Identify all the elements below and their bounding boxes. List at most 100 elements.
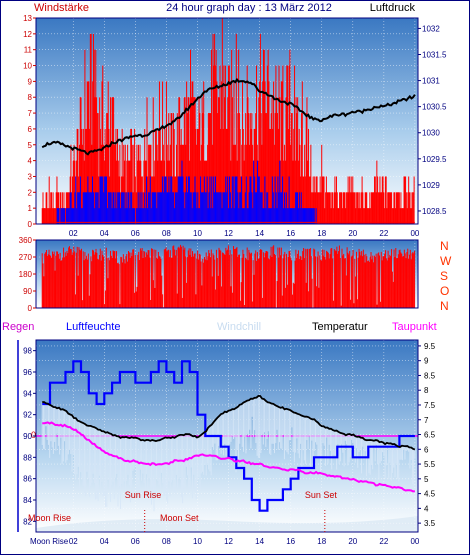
direction-letter: W <box>440 254 452 268</box>
moon-rise-label: Moon Rise <box>28 513 71 523</box>
moon-set-label: Moon Set <box>160 513 199 523</box>
y-right-tick-label: 6 <box>424 445 429 454</box>
y-right-tick-label: 4.5 <box>424 490 436 499</box>
humidity-line <box>42 360 415 512</box>
y-right-tick-label: 7 <box>424 416 429 425</box>
y-tick-label: 1 <box>28 204 33 213</box>
x-tick-label: 10 <box>193 537 202 546</box>
x-tick-label: 08 <box>162 229 171 238</box>
y-right-tick-label: 1032 <box>422 24 440 33</box>
y-tick-label: 10 <box>23 62 32 71</box>
y-right-tick-label: 1030 <box>422 129 440 138</box>
y-tick-label: 98 <box>23 347 32 356</box>
y-right-tick-label: 1029.5 <box>422 155 447 164</box>
y-right-tick-label: 1028.5 <box>422 207 447 216</box>
y-tick-label: 0 <box>28 304 33 313</box>
x-tick-label: 18 <box>317 537 326 546</box>
x-tick-label: 10 <box>193 229 202 238</box>
y-tick-label: 96 <box>23 368 32 377</box>
y-tick-label: 90 <box>23 287 32 296</box>
panel2-marks <box>41 244 416 308</box>
y-tick-label: 8 <box>28 93 33 102</box>
y-right-tick-label: 9 <box>424 357 429 366</box>
y-tick-label: 86 <box>23 475 32 484</box>
x-tick-label: 04 <box>100 537 109 546</box>
x-tick-label: 20 <box>348 537 357 546</box>
sun-markers: Sun Rise Sun Set <box>125 490 338 532</box>
y-tick-label: 12 <box>23 30 32 39</box>
direction-letter: N <box>440 239 449 253</box>
y-tick-label: 3 <box>28 172 33 181</box>
panel1-y-right-ticks: 1028.5 1029 1029.5 1030 1030.5 1031 1031.5 1032 <box>418 24 447 216</box>
x-tick-label: 20 <box>348 229 357 238</box>
x-tick-label: 00 <box>410 537 419 546</box>
y-tick-label: 94 <box>23 389 32 398</box>
moon-curve <box>36 516 418 532</box>
y-tick-label: 360 <box>19 236 33 245</box>
x-tick-label: 22 <box>379 229 388 238</box>
legend-luftfeuchte: Luftfeuchte <box>66 321 120 333</box>
direction-letter: S <box>440 269 448 283</box>
x-tick-label: 14 <box>255 229 264 238</box>
x-tick-label: 02 <box>69 229 78 238</box>
panel1-frame <box>35 17 419 225</box>
y-right-tick-label: 1031.5 <box>422 51 447 60</box>
header-right-label: Luftdruck <box>370 2 416 14</box>
panel3-marks <box>36 360 418 512</box>
x-tick-label: 12 <box>224 537 233 546</box>
x-tick-label: 16 <box>286 229 295 238</box>
y-tick-label: 88 <box>23 453 32 462</box>
x-tick-label: 04 <box>100 229 109 238</box>
y-tick-label: 5 <box>28 141 33 150</box>
y-right-tick-label: 6.5 <box>424 431 436 440</box>
y-tick-label: 90 <box>23 432 32 441</box>
moon-rise-axis-label: Moon Rise <box>30 537 69 546</box>
panel1-marks <box>41 18 416 224</box>
x-tick-label: 18 <box>317 229 326 238</box>
y-right-tick-label: 9.5 <box>424 342 436 351</box>
panel3-x-ticks: 02 04 06 08 10 12 14 16 18 20 22 00 <box>69 537 420 546</box>
y-tick-label: 2 <box>28 188 33 197</box>
x-tick-label: 12 <box>224 229 233 238</box>
x-tick-label: 22 <box>379 537 388 546</box>
x-tick-label: 06 <box>131 229 140 238</box>
legend-regen: Regen <box>2 321 34 333</box>
y-right-tick-label: 5.5 <box>424 460 436 469</box>
y-tick-label: 6 <box>28 125 33 134</box>
chart-title: 24 hour graph day : 13 März 2012 <box>166 2 332 14</box>
y-tick-label: 82 <box>23 517 32 526</box>
legend-windchill: Windchill <box>217 321 261 333</box>
panel1-x-ticks: 02 04 06 08 10 12 14 16 18 20 22 00 <box>69 229 420 238</box>
x-tick-label: 08 <box>162 537 171 546</box>
header-left-label: Windstärke <box>34 2 89 14</box>
regen-zero-label: 0 <box>31 430 36 440</box>
y-right-tick-label: 8 <box>424 386 429 395</box>
temperature-line <box>42 394 416 451</box>
x-tick-label: 16 <box>286 537 295 546</box>
panel2-y-ticks: 0 90 180 270 360 <box>19 236 36 313</box>
panel3-y-right-ticks: 3.5 4 4.5 5 5.5 6 6.5 7 7.5 8 8.5 9 9.5 <box>418 342 436 528</box>
direction-letter: O <box>440 284 449 298</box>
y-tick-label: 92 <box>23 411 32 420</box>
y-right-tick-label: 8.5 <box>424 371 436 380</box>
sun-marker-label: Sun Set <box>305 490 338 500</box>
x-tick-label: 02 <box>69 537 78 546</box>
direction-letter: N <box>440 299 449 313</box>
x-tick-label: 14 <box>255 537 264 546</box>
legend-temperatur: Temperatur <box>312 321 368 333</box>
y-tick-label: 11 <box>24 46 33 55</box>
y-tick-label: 84 <box>23 496 32 505</box>
x-tick-label: 06 <box>131 537 140 546</box>
y-tick-label: 9 <box>28 77 33 86</box>
dewpoint-line <box>42 421 415 493</box>
x-tick-label: 00 <box>410 229 419 238</box>
y-tick-label: 180 <box>19 270 33 279</box>
y-tick-label: 7 <box>28 109 33 118</box>
y-right-tick-label: 7.5 <box>424 401 436 410</box>
